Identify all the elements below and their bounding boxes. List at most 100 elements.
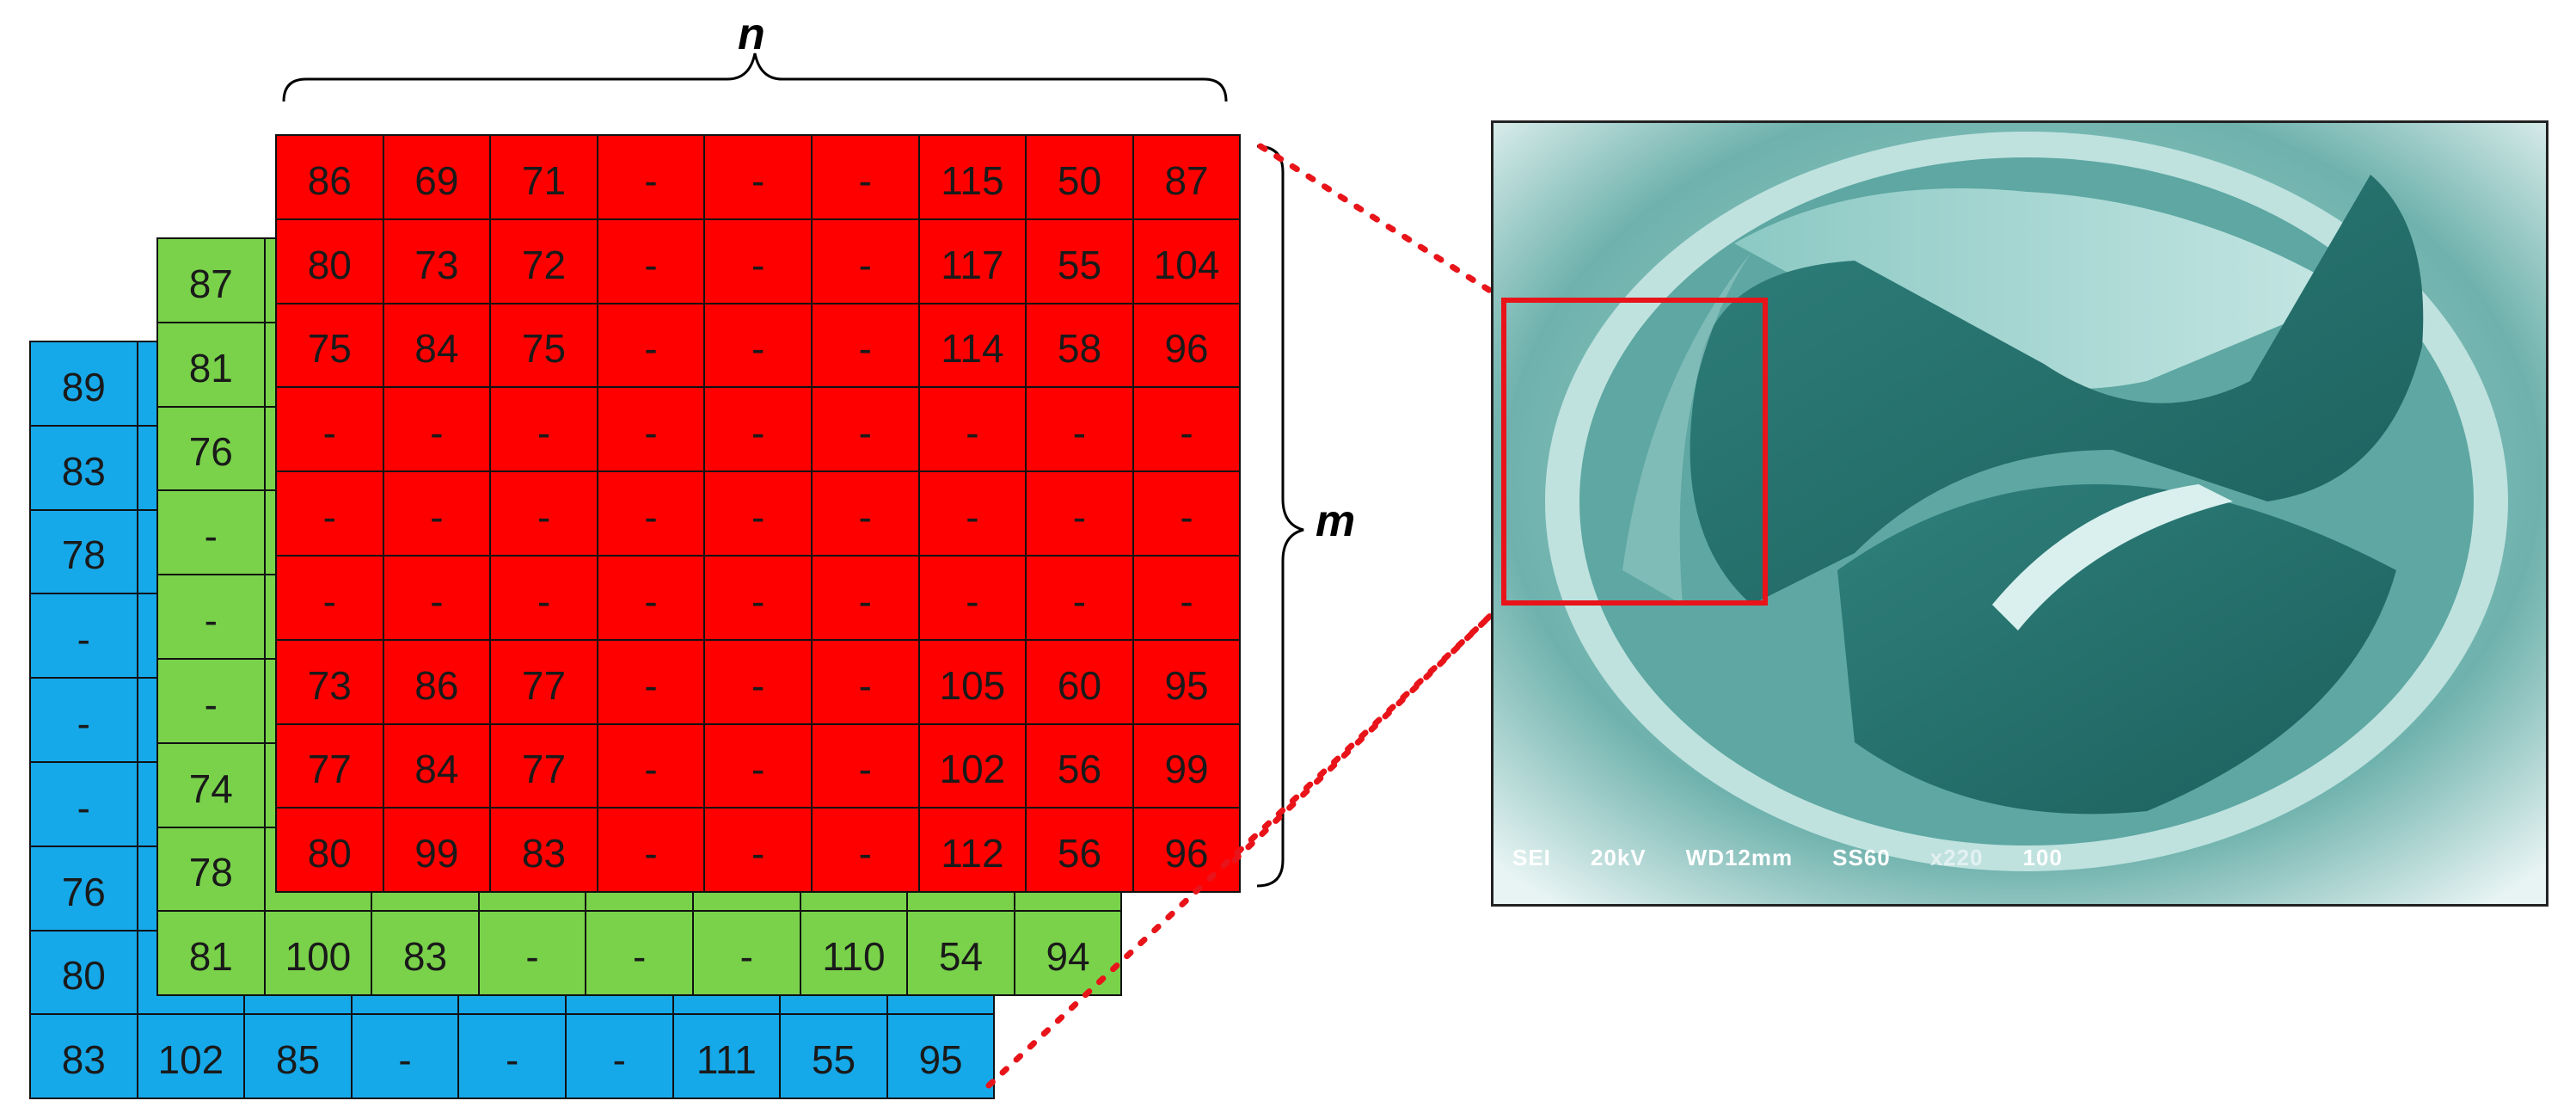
red-cell: - xyxy=(919,556,1027,641)
red-cell: 75 xyxy=(491,304,598,389)
green-cell: - xyxy=(158,575,266,660)
green-cell: 81 xyxy=(158,323,266,408)
sem-spot-size: SS60 xyxy=(1832,845,1891,870)
red-cell: - xyxy=(598,304,706,389)
red-cell: - xyxy=(277,472,384,556)
red-cell: 80 xyxy=(277,809,384,894)
red-cell: 99 xyxy=(1133,724,1242,809)
green-cell: 100 xyxy=(265,912,373,997)
green-cell: 87 xyxy=(158,239,266,323)
red-cell: - xyxy=(1133,388,1242,473)
red-cell: 71 xyxy=(491,136,598,220)
green-cell: 110 xyxy=(800,912,909,997)
red-cell: - xyxy=(812,388,920,473)
red-cell: - xyxy=(1027,556,1134,641)
blue-cell: 83 xyxy=(31,426,138,511)
red-cell: 75 xyxy=(277,304,384,389)
green-cell: 94 xyxy=(1015,912,1123,997)
blue-cell: 78 xyxy=(31,510,138,595)
green-cell: - xyxy=(479,912,587,997)
m-label: m xyxy=(1316,496,1356,546)
green-cell: 81 xyxy=(158,912,266,997)
red-cell: 80 xyxy=(277,219,384,304)
red-cell: - xyxy=(919,388,1027,473)
blue-cell: 80 xyxy=(31,931,138,1016)
red-cell: 77 xyxy=(277,724,384,809)
blue-cell: - xyxy=(31,762,138,847)
red-cell: 114 xyxy=(919,304,1027,389)
red-cell: 95 xyxy=(1133,640,1242,725)
red-cell: - xyxy=(491,472,598,556)
red-cell: - xyxy=(812,640,920,725)
blue-cell: 95 xyxy=(887,1015,996,1100)
green-cell: - xyxy=(158,491,266,576)
red-cell: - xyxy=(705,472,813,556)
red-cell: 117 xyxy=(919,219,1027,304)
red-cell: - xyxy=(598,472,706,556)
red-cell: 77 xyxy=(491,640,598,725)
red-cell: 50 xyxy=(1027,136,1134,220)
red-cell: - xyxy=(598,219,706,304)
red-cell: - xyxy=(705,136,813,220)
blue-cell: 89 xyxy=(31,342,138,427)
red-cell: 86 xyxy=(383,640,492,725)
red-cell: 102 xyxy=(919,724,1027,809)
red-cell: 87 xyxy=(1133,136,1242,220)
red-cell: 112 xyxy=(919,809,1027,894)
red-cell: - xyxy=(598,556,706,641)
red-cell: - xyxy=(277,388,384,473)
red-cell: - xyxy=(598,724,706,809)
sem-voltage: 20kV xyxy=(1590,845,1647,870)
blue-cell: 85 xyxy=(245,1015,353,1100)
red-cell: 69 xyxy=(383,136,492,220)
red-cell: - xyxy=(491,388,598,473)
m-brace xyxy=(1256,145,1304,888)
sem-micrograph: SEI 20kV WD12mm SS60 x220 100 xyxy=(1491,120,2548,907)
green-cell: - xyxy=(586,912,694,997)
red-channel-grid: 86 69 71- - -115 50 87 80 73 72- - -117 55 104 75 84 75-… xyxy=(275,134,1242,894)
red-cell: - xyxy=(705,724,813,809)
sem-caption: SEI 20kV WD12mm SS60 x220 100 xyxy=(1512,845,2063,871)
red-cell: 60 xyxy=(1027,640,1134,725)
red-cell: - xyxy=(812,809,920,894)
red-cell: 104 xyxy=(1133,219,1242,304)
red-cell: 77 xyxy=(491,724,598,809)
red-cell: 56 xyxy=(1027,809,1134,894)
blue-cell: - xyxy=(31,679,138,763)
red-cell: - xyxy=(919,472,1027,556)
sem-working-distance: WD12mm xyxy=(1685,845,1794,870)
red-cell: 73 xyxy=(277,640,384,725)
red-cell: - xyxy=(383,388,492,473)
red-cell: - xyxy=(812,304,920,389)
green-cell: 54 xyxy=(908,912,1015,997)
red-cell: - xyxy=(1027,472,1134,556)
red-cell: 99 xyxy=(383,809,492,894)
blue-cell: 102 xyxy=(138,1015,246,1100)
region-of-interest-box xyxy=(1501,298,1768,606)
red-cell: - xyxy=(812,724,920,809)
red-cell: - xyxy=(598,136,706,220)
red-cell: - xyxy=(1027,388,1134,473)
red-cell: - xyxy=(705,219,813,304)
green-cell: - xyxy=(693,912,801,997)
blue-cell: - xyxy=(352,1015,460,1100)
n-brace xyxy=(282,52,1228,102)
drill-tip-image xyxy=(1493,123,2546,904)
red-cell: - xyxy=(812,136,920,220)
red-cell: - xyxy=(812,219,920,304)
red-cell: 73 xyxy=(383,219,492,304)
sem-magnification: x220 xyxy=(1929,845,1984,870)
sem-detector: SEI xyxy=(1512,845,1551,870)
red-cell: - xyxy=(705,809,813,894)
red-cell: 83 xyxy=(491,809,598,894)
red-cell: - xyxy=(705,304,813,389)
red-cell: 56 xyxy=(1027,724,1134,809)
green-cell: - xyxy=(158,659,266,744)
red-cell: 55 xyxy=(1027,219,1134,304)
connector-top xyxy=(1257,143,1505,301)
red-cell: - xyxy=(1133,556,1242,641)
red-cell: 115 xyxy=(919,136,1027,220)
red-cell: - xyxy=(705,556,813,641)
n-label: n xyxy=(738,9,765,59)
